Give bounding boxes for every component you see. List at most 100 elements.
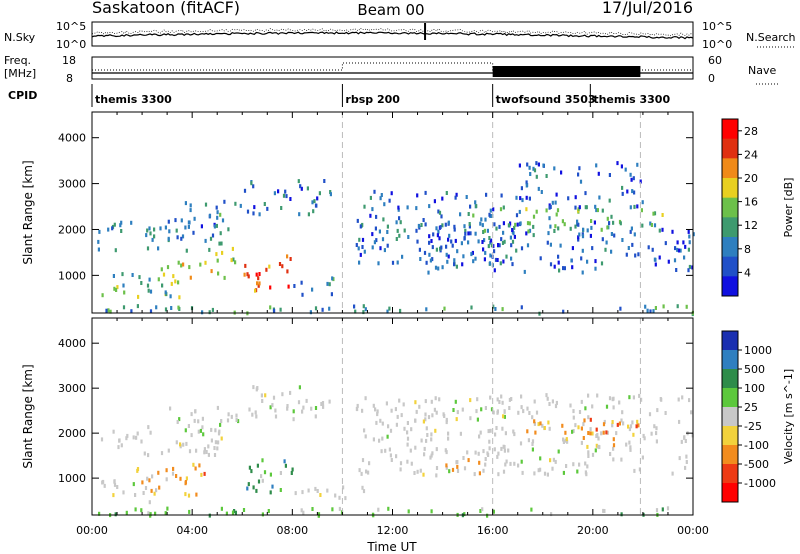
echo-cell (298, 385, 301, 390)
echo-cell (220, 419, 223, 423)
echo-cell (528, 411, 531, 415)
echo-cell (353, 304, 356, 309)
echo-cell (188, 265, 191, 270)
echo-cell (547, 231, 550, 236)
echo-cell (619, 306, 622, 311)
echo-cell (242, 508, 246, 512)
echo-cell (423, 446, 426, 451)
echo-cell (290, 471, 293, 475)
echo-cell (130, 309, 133, 314)
echo-cell (301, 292, 304, 297)
echo-cell (425, 307, 428, 312)
echo-cell (477, 451, 480, 456)
echo-cell (609, 452, 612, 456)
echo-cell (493, 268, 496, 273)
echo-cell (170, 306, 173, 310)
echo-cell (200, 224, 203, 229)
echo-cell (292, 417, 295, 422)
echo-cell (628, 427, 631, 432)
velocity-colorbar: 1000 500 100 25 -25 -100 -500 -1000 Velocity [m … (721, 330, 795, 503)
echo-cell (316, 196, 319, 201)
echo-cell (280, 206, 283, 210)
echo-cell (322, 404, 325, 409)
echo-cell (409, 448, 412, 453)
echo-cell (221, 218, 225, 223)
echo-cell (378, 229, 381, 234)
echo-cell (642, 433, 645, 438)
echo-cell (565, 464, 568, 468)
echo-cell (414, 418, 417, 423)
echo-cell (469, 398, 472, 403)
echo-cell (638, 467, 641, 472)
echo-cell (388, 306, 391, 311)
echo-cell (452, 408, 455, 412)
colorbar-swatch (722, 464, 738, 484)
echo-cell (455, 192, 458, 197)
x-tick-label: 16:00 (477, 524, 509, 537)
y-tick-label: 3000 (58, 382, 86, 395)
echo-cell (252, 184, 255, 189)
echo-cell (475, 409, 478, 414)
echo-cell (201, 310, 204, 315)
echo-cell (317, 512, 321, 517)
echo-cell (371, 245, 374, 250)
echo-cell (157, 470, 160, 475)
echo-cell (448, 469, 451, 474)
echo-cell (515, 248, 518, 253)
echo-cell (446, 259, 449, 264)
echo-cell (174, 218, 177, 223)
echo-cell (613, 233, 616, 238)
echo-cell (172, 274, 175, 279)
echo-cell (577, 172, 580, 177)
echo-cell (386, 243, 389, 248)
echo-cell (610, 214, 613, 219)
echo-cell (691, 265, 694, 270)
echo-cell (374, 226, 377, 231)
echo-cell (414, 400, 417, 405)
echo-cell (673, 258, 677, 263)
echo-cell (430, 432, 433, 437)
echo-cell (492, 244, 495, 249)
echo-cell (147, 425, 150, 430)
echo-cell (289, 257, 292, 261)
echo-cell (483, 257, 486, 262)
echo-cell (298, 212, 301, 217)
echo-cell (447, 237, 450, 242)
echo-cell (386, 224, 389, 229)
freq-axis-top: 18 (62, 54, 76, 67)
echo-cell (272, 395, 276, 400)
echo-cell (355, 406, 358, 411)
echo-cell (286, 269, 289, 274)
beam-title: Beam 00 (357, 1, 424, 19)
echo-cell (587, 431, 590, 435)
echo-cell (508, 406, 511, 410)
echo-cell (467, 240, 470, 245)
echo-cell (453, 224, 456, 229)
echo-cell (586, 259, 589, 264)
echo-cell (604, 247, 607, 252)
cpid-segment-label: themis 3300 (95, 93, 172, 106)
echo-cell (330, 292, 333, 297)
echo-cell (653, 424, 656, 429)
colorbar-tick-label: 24 (744, 148, 758, 161)
echo-cell (171, 471, 175, 476)
echo-cell (438, 210, 442, 215)
echo-cell (420, 223, 423, 227)
echo-cell (636, 162, 639, 167)
echo-cell (501, 426, 504, 431)
nsky-trace (91, 23, 694, 40)
echo-cell (281, 392, 284, 397)
echo-cell (533, 168, 537, 173)
echo-cell (581, 248, 584, 253)
echo-cell (271, 484, 274, 489)
echo-cell (469, 416, 472, 421)
echo-cell (273, 308, 276, 313)
echo-cell (112, 493, 115, 498)
echo-cell (289, 390, 292, 395)
echo-cell (500, 237, 503, 242)
echo-cell (562, 437, 565, 442)
echo-cell (648, 412, 652, 417)
echo-cell (641, 200, 644, 205)
echo-cell (499, 207, 503, 212)
echo-cell (399, 461, 403, 466)
